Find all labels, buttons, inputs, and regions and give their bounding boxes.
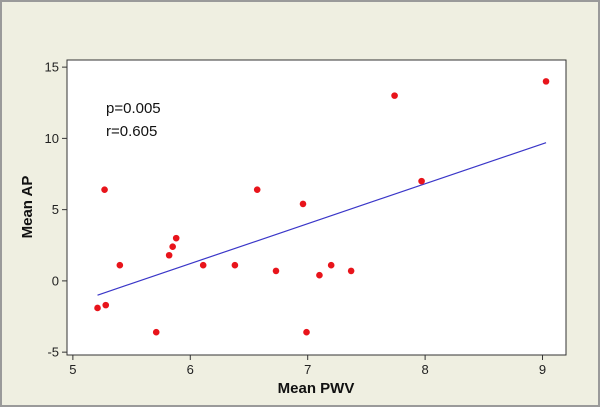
x-tick-label: 9	[539, 362, 546, 377]
data-point	[299, 200, 307, 208]
data-point	[418, 177, 425, 185]
data-point	[102, 301, 110, 309]
regression-line	[97, 142, 547, 296]
data-point	[101, 186, 108, 193]
data-point	[116, 261, 124, 269]
data-point	[231, 261, 239, 269]
data-point	[391, 92, 398, 99]
data-point	[542, 78, 550, 85]
data-point	[327, 261, 335, 269]
data-point	[272, 267, 280, 275]
y-tick-label: 5	[52, 202, 59, 217]
data-point	[94, 304, 101, 312]
data-point	[152, 328, 160, 336]
x-tick-label: 8	[421, 362, 428, 377]
x-tick-label: 6	[187, 362, 194, 377]
data-point	[253, 186, 261, 193]
y-axis-title: Mean AP	[19, 176, 36, 239]
x-axis-title: Mean PWV	[278, 380, 355, 397]
data-point	[172, 234, 180, 242]
plot-area	[66, 59, 567, 356]
y-axis-ticks: -5 0 5 10 15	[45, 60, 67, 360]
data-point	[316, 271, 323, 279]
y-tick-label: 10	[45, 131, 59, 146]
y-tick-label: 15	[45, 60, 59, 75]
annotation-r-value: r=0.605	[106, 123, 157, 140]
data-point	[169, 243, 176, 250]
x-axis-ticks: 5 6 7 8 9	[69, 355, 546, 377]
data-point	[199, 261, 207, 269]
y-tick-label: -5	[47, 345, 59, 360]
data-point	[347, 267, 355, 275]
y-tick-label: 0	[52, 273, 59, 288]
x-tick-label: 7	[304, 362, 311, 377]
annotation-p-value: p=0.005	[106, 100, 161, 117]
x-tick-label: 5	[69, 362, 76, 377]
data-point	[165, 251, 173, 259]
data-point	[303, 328, 310, 336]
data-points	[94, 78, 550, 336]
